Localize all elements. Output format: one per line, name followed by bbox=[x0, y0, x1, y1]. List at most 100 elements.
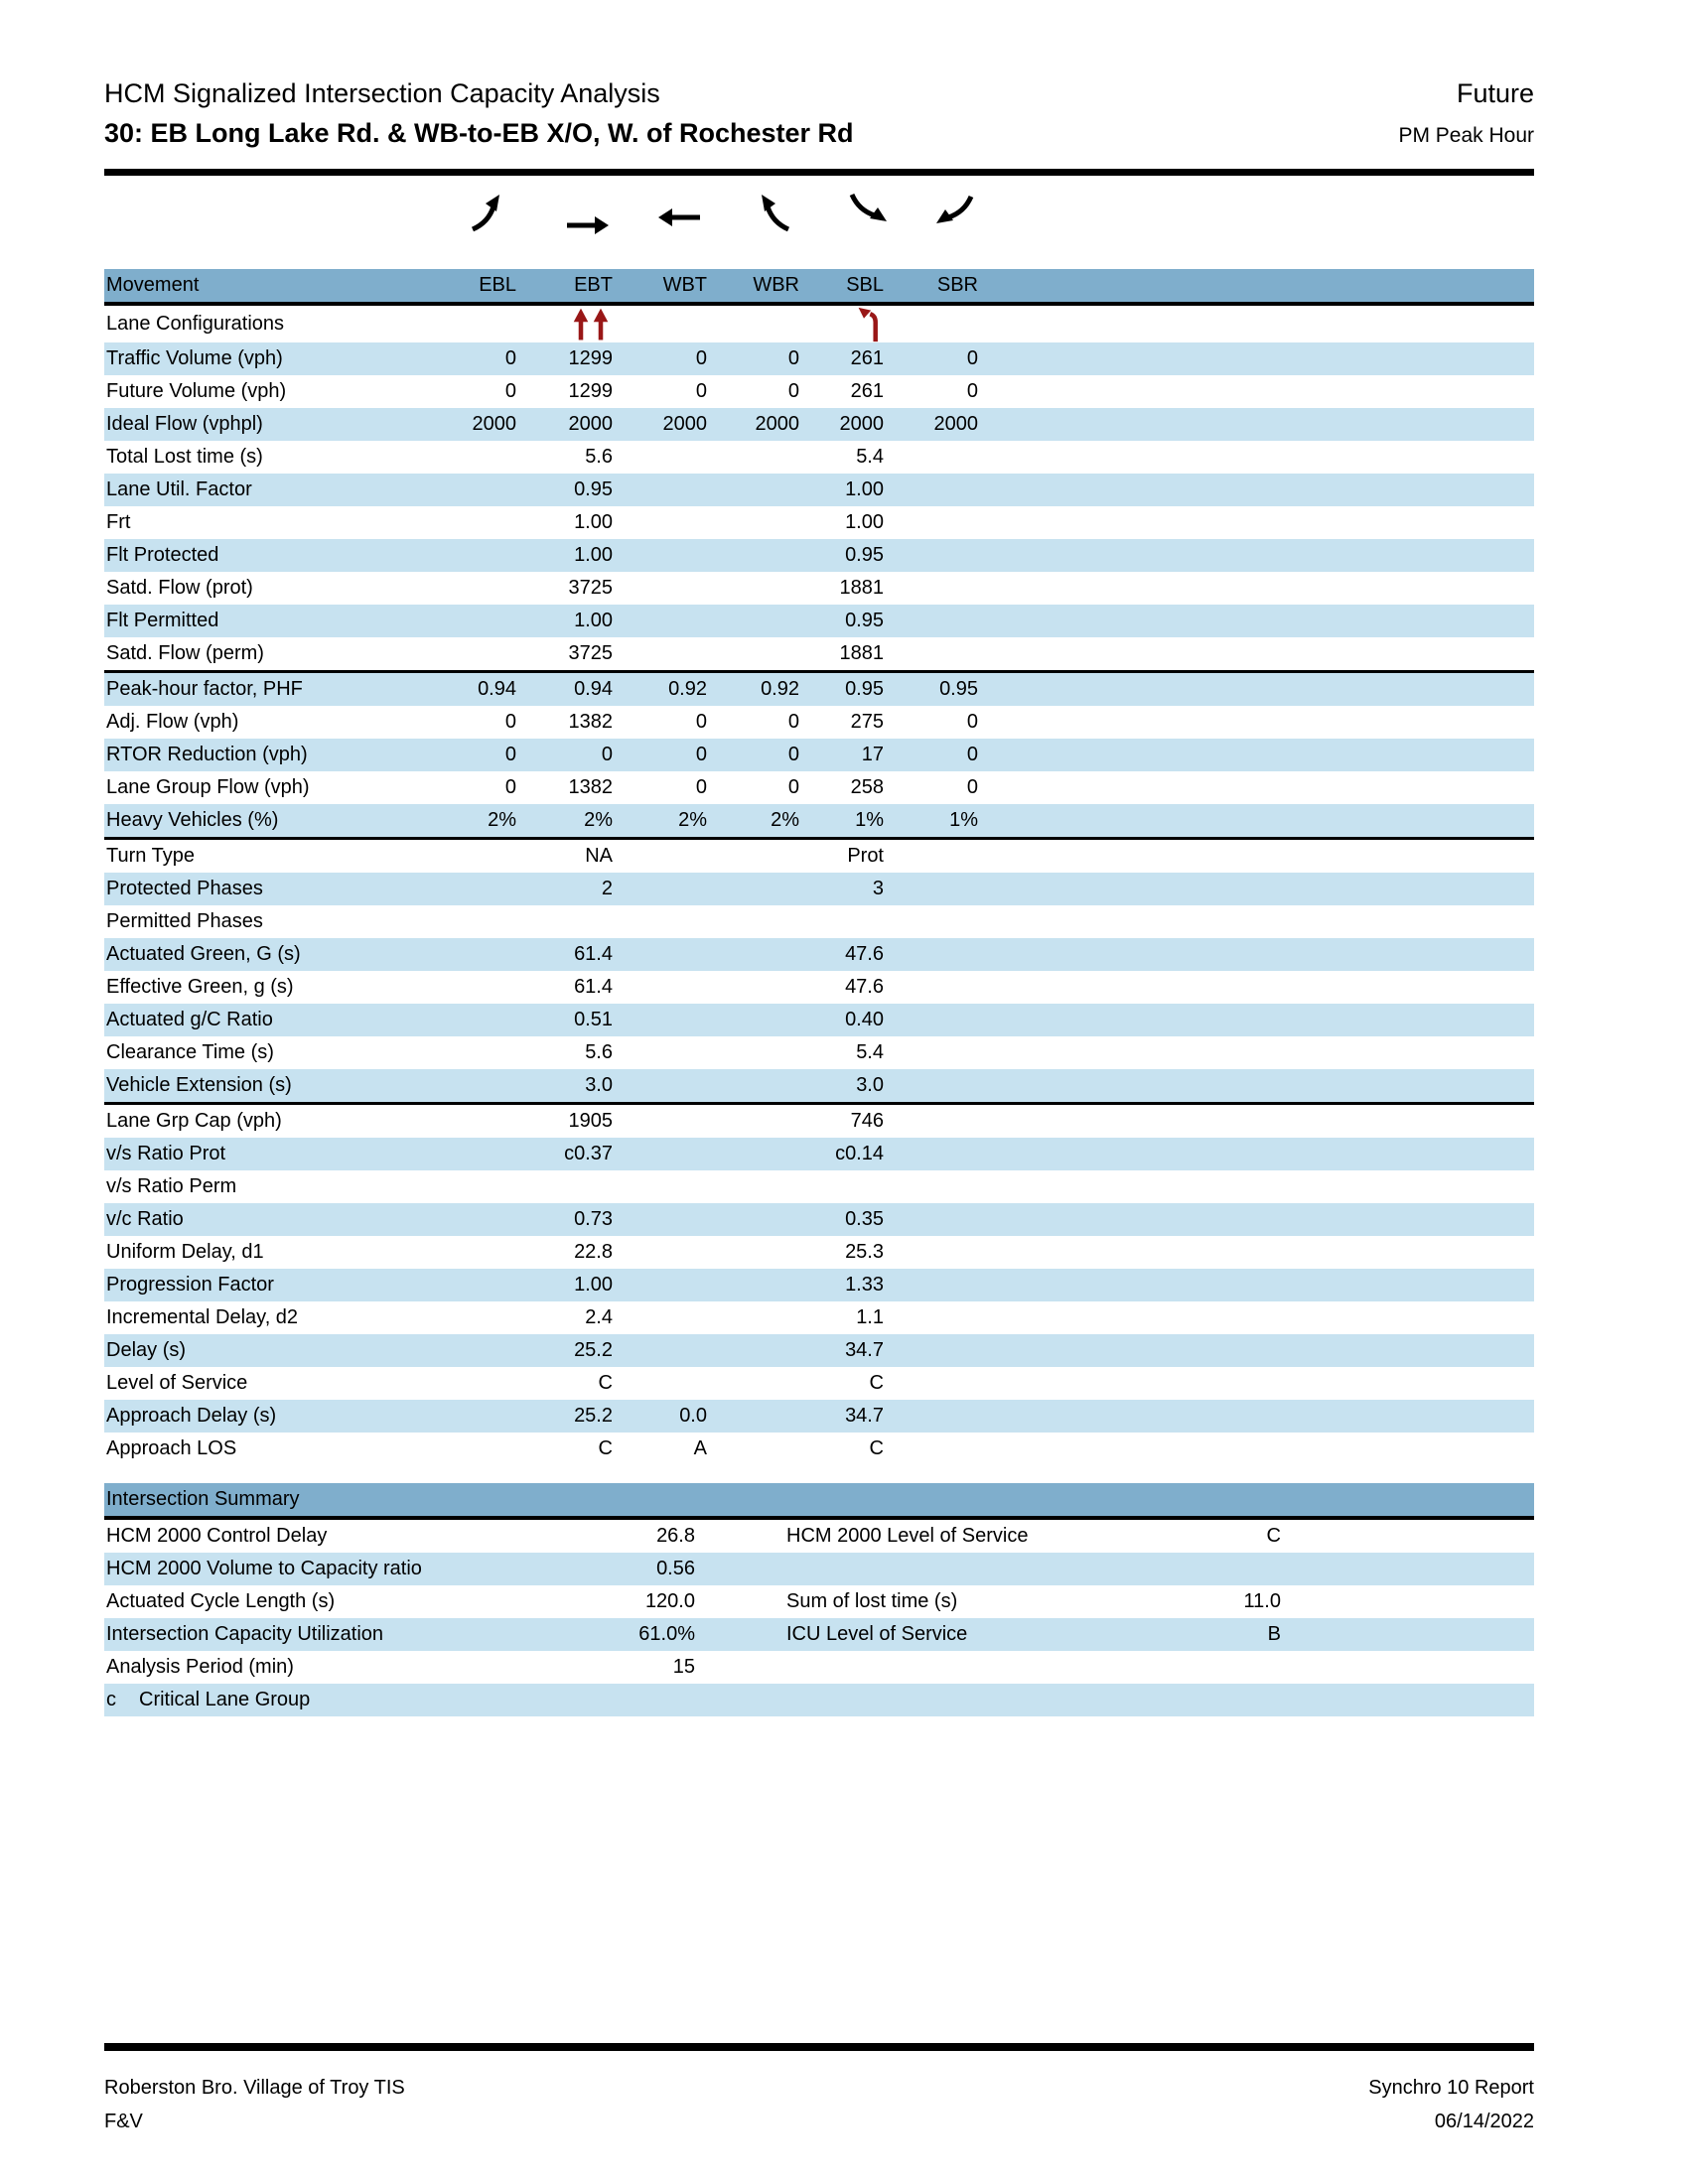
table-row: Ideal Flow (vphpl) 2000 2000 2000 2000 2000 20… bbox=[104, 408, 1534, 441]
cell-sbr bbox=[884, 1334, 978, 1367]
cell-wbr bbox=[707, 306, 799, 342]
row-label: v/s Ratio Prot bbox=[106, 1143, 226, 1164]
cell-ebt: 2 bbox=[601, 878, 613, 899]
cell-wbt bbox=[613, 1367, 707, 1400]
summary-label-2: ICU Level of Service bbox=[786, 1623, 968, 1645]
cell-ebt: 0.73 bbox=[574, 1208, 613, 1230]
cell-wbr: 2% bbox=[771, 809, 799, 831]
cell-sbr bbox=[884, 637, 978, 670]
cell-sbr bbox=[884, 306, 978, 342]
cell-sbl: 34.7 bbox=[845, 1405, 884, 1427]
cell-ebl bbox=[432, 1069, 516, 1102]
cell-sbl: 3.0 bbox=[856, 1074, 884, 1096]
row-label: Actuated g/C Ratio bbox=[106, 1009, 273, 1030]
cell-ebt: 61.4 bbox=[574, 976, 613, 998]
footer-date: 06/14/2022 bbox=[1434, 2111, 1534, 2132]
col-header-sbr: SBR bbox=[936, 274, 978, 296]
table-row: Total Lost time (s) 5.6 5.4 bbox=[104, 441, 1534, 474]
cell-ebt: 1299 bbox=[568, 380, 614, 402]
col-header-sbl: SBL bbox=[846, 274, 884, 296]
cell-ebt: NA bbox=[585, 845, 613, 867]
summary-gap bbox=[695, 1618, 784, 1651]
table-row: v/c Ratio 0.73 0.35 bbox=[104, 1203, 1534, 1236]
cell-wbr bbox=[707, 1004, 799, 1036]
cell-sbl: 0.35 bbox=[845, 1208, 884, 1230]
summary-gap bbox=[695, 1585, 784, 1618]
left-turn-lane-icon bbox=[855, 307, 882, 342]
cell-sbr: 1% bbox=[949, 809, 978, 831]
cell-wbt bbox=[613, 506, 707, 539]
cell-ebt: 3.0 bbox=[585, 1074, 613, 1096]
cell-ebt: 1.00 bbox=[574, 544, 613, 566]
cell-wbr: 0 bbox=[787, 347, 799, 369]
cell-sbr: 0 bbox=[966, 776, 978, 798]
row-label: Satd. Flow (prot) bbox=[106, 577, 253, 599]
row-label: Delay (s) bbox=[106, 1339, 187, 1361]
cell-sbr bbox=[884, 971, 978, 1004]
cell-sbr bbox=[884, 1004, 978, 1036]
table-row: Peak-hour factor, PHF 0.94 0.94 0.92 0.92 0.9… bbox=[104, 673, 1534, 706]
cell-wbr bbox=[707, 971, 799, 1004]
cell-wbr bbox=[707, 905, 799, 938]
cell-wbt bbox=[613, 1138, 707, 1170]
cell-wbt bbox=[613, 938, 707, 971]
cell-ebt: C bbox=[598, 1437, 613, 1459]
table-row: v/s Ratio Prot c0.37 c0.14 bbox=[104, 1138, 1534, 1170]
cell-ebl bbox=[432, 306, 516, 342]
cell-ebl: 0 bbox=[504, 711, 516, 733]
cell-wbr bbox=[707, 1269, 799, 1301]
cell-sbr bbox=[884, 1105, 978, 1138]
cell-ebl bbox=[432, 971, 516, 1004]
row-label: Approach Delay (s) bbox=[106, 1405, 277, 1427]
cell-sbl: 0.95 bbox=[845, 610, 884, 631]
cell-ebt: 1382 bbox=[568, 711, 614, 733]
cell-wbr bbox=[707, 1236, 799, 1269]
row-label: Lane Grp Cap (vph) bbox=[106, 1110, 282, 1132]
cell-sbl: 261 bbox=[850, 347, 884, 369]
footer-report-name: Synchro 10 Report bbox=[1368, 2077, 1534, 2099]
report-title: HCM Signalized Intersection Capacity Ana… bbox=[104, 78, 660, 108]
summary-row: HCM 2000 Control Delay 26.8 HCM 2000 Level… bbox=[104, 1520, 1534, 1553]
row-label: Flt Permitted bbox=[106, 610, 219, 631]
cell-wbt bbox=[613, 1004, 707, 1036]
table-row: Actuated g/C Ratio 0.51 0.40 bbox=[104, 1004, 1534, 1036]
cell-sbl: 258 bbox=[850, 776, 884, 798]
movements-table-header: Movement EBL EBT WBT WBR SBL SBR bbox=[104, 269, 1534, 306]
cell-wbt bbox=[613, 1203, 707, 1236]
cell-wbr bbox=[707, 605, 799, 637]
cell-ebl bbox=[432, 605, 516, 637]
cell-ebt: 1.00 bbox=[574, 511, 613, 533]
summary-value: 120.0 bbox=[644, 1590, 695, 1612]
cell-wbr bbox=[707, 637, 799, 670]
summary-label: Intersection Capacity Utilization bbox=[106, 1623, 384, 1645]
summary-label: HCM 2000 Volume to Capacity ratio bbox=[106, 1558, 422, 1579]
cell-wbr bbox=[707, 1138, 799, 1170]
cell-ebl bbox=[432, 1433, 516, 1465]
cell-wbt bbox=[613, 474, 707, 506]
cell-ebl bbox=[432, 1105, 516, 1138]
cell-sbl: 17 bbox=[861, 744, 884, 765]
cell-sbr: 0 bbox=[966, 744, 978, 765]
row-label: Level of Service bbox=[106, 1372, 248, 1394]
cell-sbl: 47.6 bbox=[845, 976, 884, 998]
cell-sbl: 275 bbox=[850, 711, 884, 733]
cell-wbr: 0 bbox=[787, 711, 799, 733]
cell-ebt: 22.8 bbox=[574, 1241, 613, 1263]
cell-sbr bbox=[884, 1269, 978, 1301]
summary-row: Intersection Capacity Utilization 61.0% IC… bbox=[104, 1618, 1534, 1651]
cell-ebl bbox=[432, 1236, 516, 1269]
cell-ebt: 3725 bbox=[568, 577, 614, 599]
cell-wbr: 0 bbox=[787, 380, 799, 402]
cell-wbr bbox=[707, 1170, 799, 1203]
cell-wbr bbox=[707, 1334, 799, 1367]
cell-wbt: 0 bbox=[695, 347, 707, 369]
cell-ebt: 1382 bbox=[568, 776, 614, 798]
cell-sbr bbox=[884, 1036, 978, 1069]
intersection-summary-body: HCM 2000 Control Delay 26.8 HCM 2000 Level… bbox=[104, 1520, 1534, 1684]
cell-sbr bbox=[884, 1069, 978, 1102]
cell-wbr bbox=[707, 938, 799, 971]
cell-ebl bbox=[432, 1036, 516, 1069]
cell-wbt bbox=[613, 971, 707, 1004]
cell-ebl bbox=[432, 873, 516, 905]
